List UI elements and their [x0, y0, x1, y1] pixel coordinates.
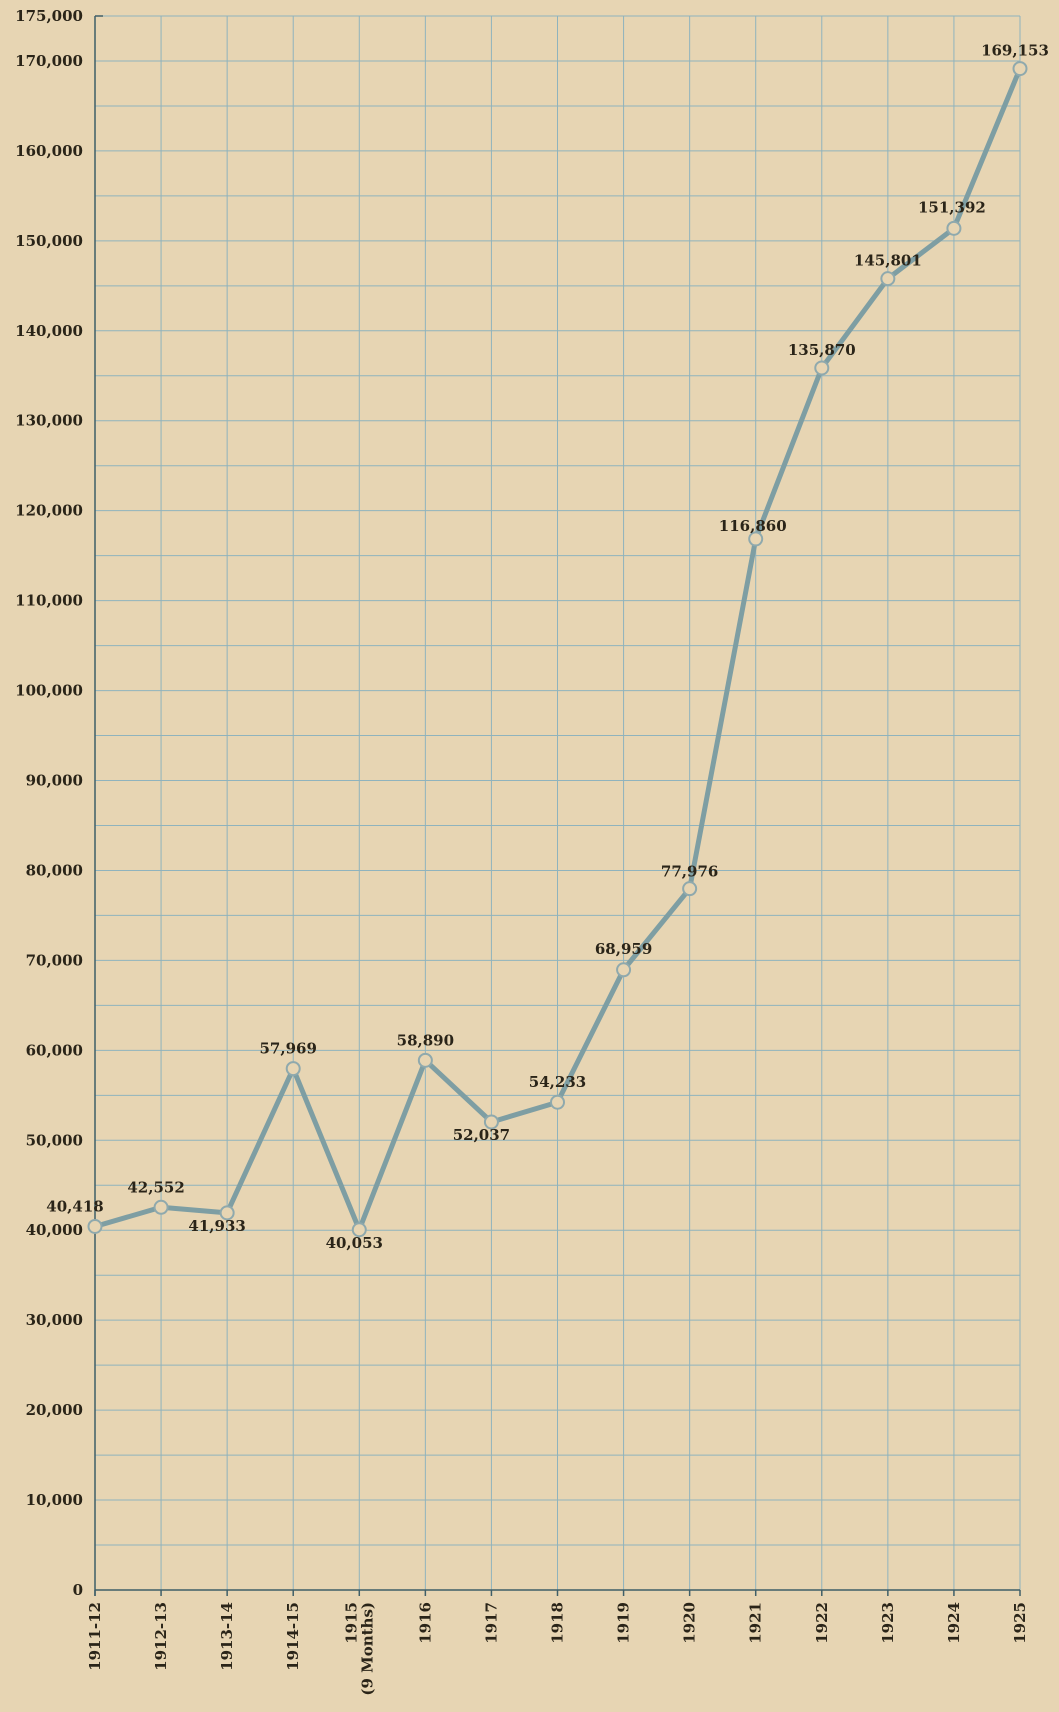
y-tick-label: 160,000: [15, 142, 83, 160]
x-tick-label: 1914-15: [284, 1602, 302, 1671]
data-label: 116,860: [719, 517, 787, 535]
y-tick-label: 50,000: [26, 1131, 83, 1149]
data-point: [1012, 61, 1028, 77]
data-point: [880, 271, 896, 287]
x-tick-label-line: 1917: [482, 1602, 500, 1644]
data-label: 68,959: [595, 940, 652, 958]
data-point: [483, 1114, 499, 1130]
x-tick-label: 1922: [813, 1602, 831, 1644]
data-point: [417, 1052, 433, 1068]
y-tick-label: 40,000: [26, 1221, 83, 1239]
data-label: 58,890: [397, 1031, 454, 1049]
y-tick-label: 130,000: [15, 412, 83, 430]
data-point: [87, 1218, 103, 1234]
data-point: [682, 881, 698, 897]
y-tick-label: 70,000: [26, 951, 83, 969]
data-label: 169,153: [981, 42, 1049, 60]
x-tick-label-line: 1924: [945, 1602, 963, 1644]
data-point: [616, 962, 632, 978]
y-tick-label: 175,000: [15, 7, 83, 25]
data-label: 151,392: [918, 198, 986, 216]
x-tick-label-line: 1918: [549, 1602, 567, 1644]
data-point: [153, 1199, 169, 1215]
x-tick-label-line: 1922: [813, 1602, 831, 1644]
y-tick-label: 10,000: [26, 1491, 83, 1509]
x-tick-label: 1918: [549, 1602, 567, 1644]
data-point: [748, 531, 764, 547]
x-tick-labels: 1911-12 1912-13 1913-14 1914-15 1915(9 Month…: [86, 1602, 1029, 1696]
x-tick-label-line: 1921: [747, 1602, 765, 1644]
x-tick-label: 1911-12: [86, 1602, 104, 1671]
data-label: 52,037: [453, 1126, 510, 1144]
x-tick-label: 1917: [482, 1602, 500, 1644]
x-tick-label-line: 1920: [681, 1602, 699, 1644]
data-label: 145,801: [854, 252, 922, 270]
data-label: 40,053: [326, 1234, 383, 1252]
y-tick-label: 170,000: [15, 52, 83, 70]
x-tick-label: 1913-14: [218, 1602, 236, 1671]
x-tick-label-line: 1914-15: [284, 1602, 302, 1671]
data-labels: 40,418 42,552 41,933 57,969 40,053 58,890 52,0…: [46, 42, 1049, 1252]
x-tick-label: 1915(9 Months): [342, 1602, 376, 1696]
x-tick-label-line: 1911-12: [86, 1602, 104, 1671]
y-tick-label: 30,000: [26, 1311, 83, 1329]
y-tick-label: 20,000: [26, 1401, 83, 1419]
data-points: [87, 61, 1028, 1238]
y-tick-label: 140,000: [15, 322, 83, 340]
x-tick-label-line: 1913-14: [218, 1602, 236, 1671]
x-tick-label-line: 1919: [615, 1602, 633, 1644]
x-tick-label-line: 1925: [1011, 1602, 1029, 1644]
data-point: [946, 220, 962, 236]
x-tick-label-line: 1923: [879, 1602, 897, 1644]
data-label: 54,233: [529, 1073, 586, 1091]
data-label: 41,933: [188, 1217, 245, 1235]
x-tick-label: 1925: [1011, 1602, 1029, 1644]
grid: [94, 15, 1021, 1591]
y-tick-label: 80,000: [26, 861, 83, 879]
y-tick-label: 120,000: [15, 502, 83, 520]
x-tick-label-line: 1912-13: [152, 1602, 170, 1671]
x-tick-label: 1920: [681, 1602, 699, 1644]
x-tick-label-line: 1916: [416, 1602, 434, 1644]
x-tick-label: 1924: [945, 1602, 963, 1644]
data-point: [219, 1205, 235, 1221]
data-label: 40,418: [46, 1197, 103, 1215]
y-tick-label: 90,000: [26, 772, 83, 790]
data-label: 57,969: [260, 1040, 317, 1058]
data-point: [285, 1061, 301, 1077]
data-label: 135,870: [788, 341, 856, 359]
data-point: [351, 1222, 367, 1238]
data-point: [550, 1094, 565, 1110]
y-tick-label: 110,000: [15, 592, 83, 610]
axes: [94, 15, 1021, 1596]
x-tick-label-line: 1915: [342, 1602, 360, 1644]
x-tick-label: 1916: [416, 1602, 434, 1644]
y-tick-label: 60,000: [26, 1041, 83, 1059]
y-tick-label: 100,000: [15, 682, 83, 700]
data-label: 77,976: [661, 863, 718, 881]
y-tick-labels: 0 10,000 20,000 30,000 40,000 50,000 60,000 70,…: [15, 7, 83, 1599]
y-tick-label: 0: [73, 1581, 83, 1599]
y-tick-label: 150,000: [15, 232, 83, 250]
x-tick-label: 1912-13: [152, 1602, 170, 1671]
x-tick-label: 1919: [615, 1602, 633, 1644]
data-point: [814, 360, 830, 376]
data-label: 42,552: [127, 1178, 184, 1196]
x-tick-label-line: (9 Months): [358, 1602, 376, 1696]
x-tick-label: 1923: [879, 1602, 897, 1644]
x-tick-label: 1921: [747, 1602, 765, 1644]
